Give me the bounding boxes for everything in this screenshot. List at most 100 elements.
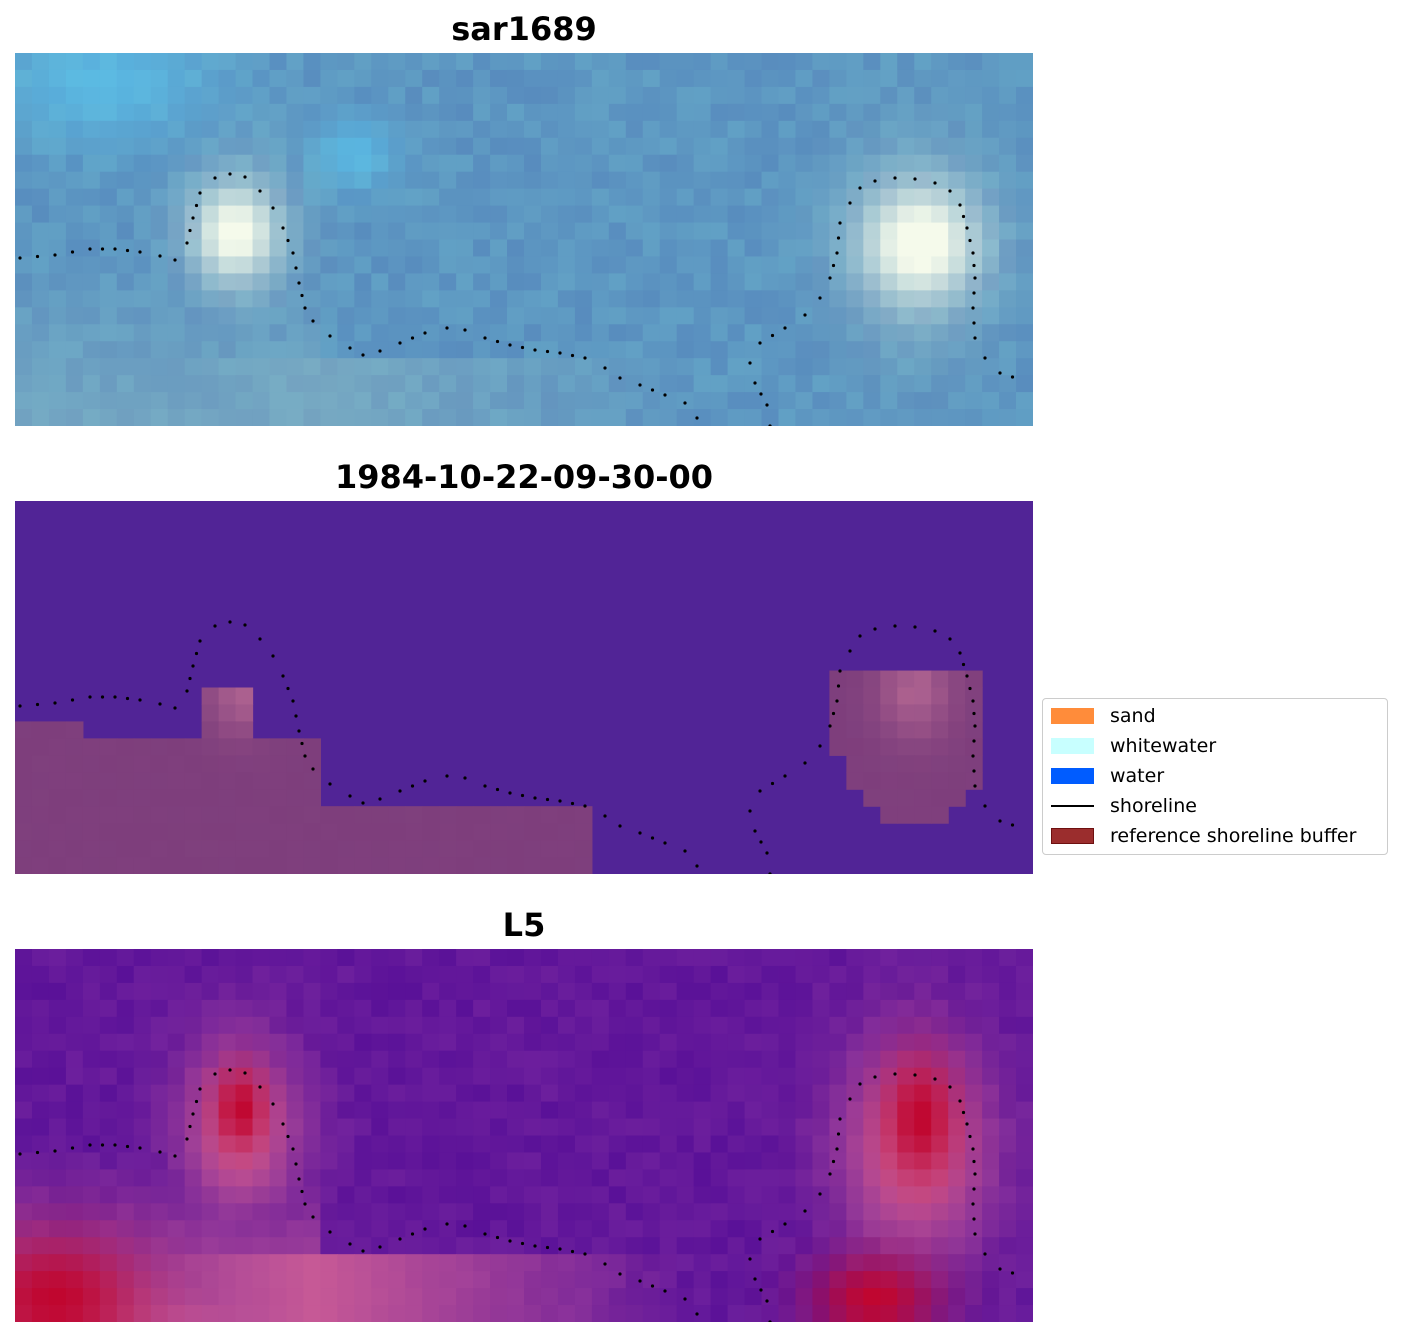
pixel bbox=[999, 154, 1017, 173]
pixel bbox=[218, 188, 237, 207]
pixel bbox=[897, 341, 915, 359]
pixel bbox=[744, 392, 763, 410]
shoreline-dot bbox=[783, 774, 787, 778]
buffer-pixel bbox=[269, 755, 288, 773]
pixel bbox=[303, 409, 321, 426]
shoreline-dot bbox=[831, 263, 836, 268]
pixel bbox=[829, 1101, 847, 1120]
pixel bbox=[337, 205, 355, 224]
pixel bbox=[405, 1203, 423, 1221]
shoreline-dot bbox=[520, 793, 525, 798]
pixel bbox=[150, 256, 169, 275]
pixel bbox=[727, 290, 746, 308]
pixel bbox=[710, 965, 729, 984]
buffer-pixel bbox=[880, 687, 898, 706]
pixel bbox=[184, 137, 203, 156]
pixel bbox=[863, 1050, 881, 1069]
pixel bbox=[693, 375, 712, 393]
pixel bbox=[116, 53, 135, 71]
pixel bbox=[710, 1152, 729, 1171]
pixel bbox=[557, 409, 576, 426]
pixel bbox=[524, 1152, 542, 1171]
pixel bbox=[778, 375, 797, 393]
pixel bbox=[965, 999, 983, 1018]
shoreline-dot bbox=[53, 701, 57, 705]
pixel bbox=[744, 171, 763, 190]
shoreline-dot bbox=[768, 1320, 772, 1322]
pixel bbox=[914, 171, 932, 190]
pixel bbox=[15, 69, 33, 88]
pixel bbox=[608, 409, 627, 426]
pixel bbox=[642, 273, 661, 291]
pixel bbox=[540, 1016, 559, 1035]
shoreline-dot bbox=[973, 1232, 977, 1236]
pixel bbox=[320, 1084, 338, 1103]
pixel bbox=[286, 1152, 305, 1171]
buffer-pixel bbox=[184, 738, 203, 756]
buffer-pixel bbox=[540, 857, 559, 874]
pixel bbox=[880, 256, 898, 275]
buffer-pixel bbox=[31, 806, 50, 824]
pixel bbox=[473, 1169, 491, 1187]
pixel bbox=[642, 1050, 661, 1069]
pixel bbox=[371, 1033, 389, 1052]
pixel bbox=[184, 1186, 203, 1204]
pixel bbox=[422, 1288, 440, 1306]
pixel bbox=[116, 1101, 135, 1120]
shoreline-dot bbox=[803, 761, 807, 765]
pixel bbox=[65, 1169, 84, 1187]
pixel bbox=[982, 965, 1000, 984]
buffer-pixel bbox=[439, 840, 457, 858]
shoreline-dot bbox=[533, 1244, 537, 1248]
pixel bbox=[999, 949, 1017, 967]
pixel bbox=[574, 1101, 593, 1120]
pixel bbox=[218, 1169, 237, 1187]
shoreline-dot bbox=[100, 1143, 105, 1147]
pixel bbox=[303, 120, 321, 139]
pixel bbox=[931, 1305, 949, 1322]
pixel bbox=[473, 965, 491, 984]
pixel bbox=[761, 154, 780, 173]
pixel bbox=[286, 137, 305, 156]
pixel bbox=[337, 1152, 355, 1171]
buffer-pixel bbox=[31, 721, 50, 739]
pixel bbox=[167, 982, 186, 1001]
shoreline-dot bbox=[828, 276, 832, 280]
pixel bbox=[591, 69, 610, 88]
pixel bbox=[863, 1203, 881, 1221]
buffer-pixel bbox=[31, 840, 50, 858]
pixel bbox=[948, 1220, 966, 1238]
pixel bbox=[795, 341, 814, 359]
buffer-pixel bbox=[48, 823, 67, 841]
pixel bbox=[761, 1016, 780, 1035]
pixel bbox=[829, 1169, 847, 1187]
pixel bbox=[1016, 307, 1033, 325]
pixel bbox=[218, 53, 237, 71]
shoreline-dot bbox=[663, 1289, 667, 1293]
pixel bbox=[812, 171, 830, 190]
pixel bbox=[1016, 1305, 1033, 1322]
pixel bbox=[931, 86, 949, 105]
buffer-pixel bbox=[931, 806, 949, 824]
index-panel bbox=[15, 949, 1033, 1322]
pixel bbox=[795, 1237, 814, 1255]
pixel bbox=[99, 222, 118, 241]
pixel bbox=[167, 103, 186, 122]
pixel bbox=[269, 239, 288, 258]
pixel bbox=[116, 1237, 135, 1255]
pixel bbox=[150, 392, 169, 410]
buffer-pixel bbox=[507, 857, 525, 874]
pixel bbox=[880, 103, 898, 122]
legend-label: shoreline bbox=[1110, 795, 1197, 817]
buffer-pixel bbox=[218, 857, 237, 874]
pixel bbox=[795, 982, 814, 1001]
pixel bbox=[218, 307, 237, 325]
buffer-pixel bbox=[422, 857, 440, 874]
pixel bbox=[574, 188, 593, 207]
pixel bbox=[710, 341, 729, 359]
pixel bbox=[15, 307, 33, 325]
pixel bbox=[625, 965, 644, 984]
pixel bbox=[727, 1254, 746, 1272]
buffer-pixel bbox=[31, 823, 50, 841]
shoreline-dot bbox=[971, 699, 975, 703]
